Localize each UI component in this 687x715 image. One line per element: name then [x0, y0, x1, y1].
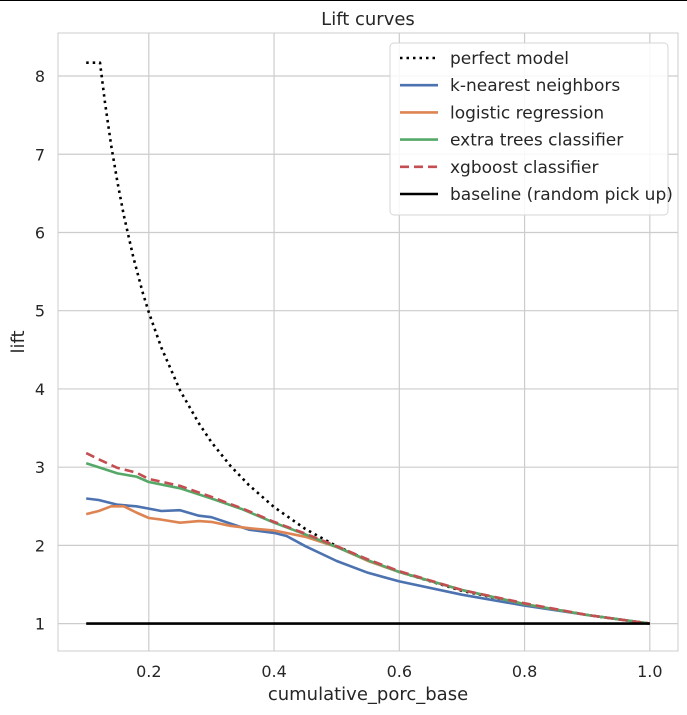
y-tick-label: 3	[35, 458, 45, 477]
x-tick-labels: 0.2 0.4 0.6 0.8 1.0	[136, 662, 662, 681]
x-tick-label: 0.6	[387, 662, 412, 681]
y-tick-label: 7	[35, 145, 45, 164]
y-tick-label: 6	[35, 223, 45, 242]
legend-label-k-nearest-neighbors: k-nearest neighbors	[450, 76, 620, 96]
legend-label-xgboost-classifier: xgboost classifier	[450, 158, 598, 178]
legend-items: perfect model k-nearest neighbors logistic…	[400, 49, 673, 205]
y-tick-label: 5	[35, 302, 45, 321]
x-tick-label: 1.0	[637, 662, 662, 681]
x-tick-label: 0.8	[512, 662, 537, 681]
y-tick-label: 2	[35, 536, 45, 555]
legend: perfect model k-nearest neighbors logistic…	[389, 42, 673, 216]
y-axis-label: lift	[8, 330, 29, 353]
x-tick-label: 0.2	[136, 662, 161, 681]
y-tick-label: 8	[35, 67, 45, 86]
y-tick-labels: 1 2 3 4 5 6 7 8	[35, 67, 45, 634]
y-tick-label: 1	[35, 615, 45, 634]
series-line-k-nearest-neighbors	[86, 497, 650, 625]
x-axis-label: cumulative_porc_base	[268, 684, 468, 705]
x-tick-label: 0.4	[261, 662, 286, 681]
series-line-xgboost-classifier	[85, 451, 650, 625]
y-tick-label: 4	[35, 380, 45, 399]
chart-title: Lift curves	[321, 9, 415, 30]
legend-label-perfect-model: perfect model	[450, 49, 569, 69]
top-border-line	[0, 0, 687, 1]
series-lines	[85, 61, 650, 625]
legend-label-extra-trees-classifier: extra trees classifier	[450, 131, 623, 151]
legend-box	[389, 42, 669, 216]
legend-label-baseline-random-pick-up: baseline (random pick up)	[450, 185, 673, 205]
legend-label-logistic-regression: logistic regression	[450, 103, 604, 123]
